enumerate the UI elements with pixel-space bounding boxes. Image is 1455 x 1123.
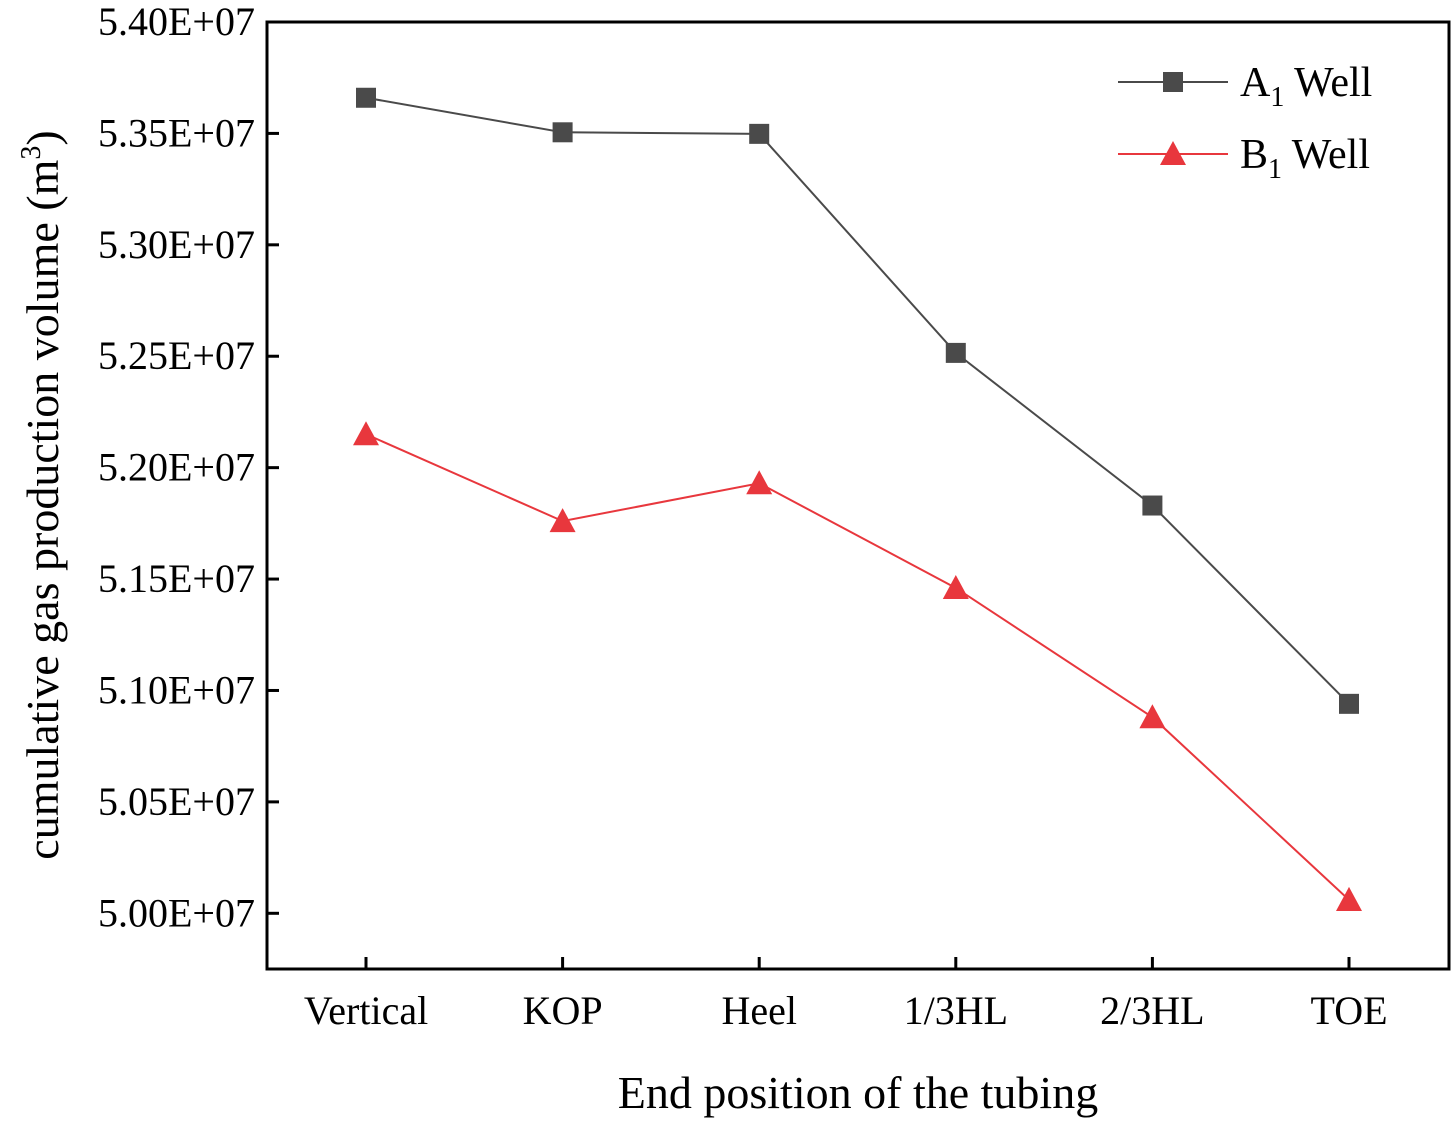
data-point — [356, 87, 376, 108]
y-tick-label: 5.05E+07 — [98, 779, 255, 824]
y-tick-label: 5.10E+07 — [98, 667, 255, 712]
y-axis-title-sup: 3 — [16, 146, 47, 160]
legend: A1 Well B1 Well — [1118, 60, 1372, 185]
y-axis-title-group: cumulative gas production volume (m3) — [16, 130, 68, 859]
series-2 — [353, 421, 1362, 911]
x-tick-label: 2/3HL — [1100, 988, 1204, 1033]
data-point — [746, 470, 773, 495]
series-layer — [353, 87, 1362, 911]
y-tick-label: 5.20E+07 — [98, 445, 255, 490]
y-tick-label: 5.40E+07 — [98, 0, 255, 44]
x-tick-label: KOP — [523, 988, 603, 1033]
data-point — [552, 122, 573, 143]
legend-marker — [1160, 141, 1186, 166]
y-tick-label: 5.25E+07 — [98, 333, 255, 378]
data-point — [1336, 886, 1362, 911]
y-tick-label: 5.00E+07 — [98, 890, 255, 935]
plot-frame — [265, 20, 1451, 971]
legend-label: A1 Well — [1240, 60, 1372, 113]
series-line — [365, 96, 1350, 705]
y-axis-title: cumulative gas production volume (m3) — [16, 130, 68, 859]
y-axis-title-main: cumulative gas production volume (m — [17, 159, 68, 859]
data-point — [942, 574, 969, 600]
data-point — [945, 342, 966, 363]
series-line — [365, 433, 1350, 901]
data-point — [1142, 495, 1163, 516]
x-axis: Vertical KOP Heel 1/3HL 2/3HL TOE — [304, 957, 1388, 1033]
legend-item: B1 Well — [1118, 132, 1370, 185]
data-point — [1139, 704, 1166, 729]
data-point — [1339, 693, 1359, 714]
legend-marker — [1163, 72, 1183, 92]
series-1 — [356, 87, 1359, 714]
legend-item: A1 Well — [1118, 60, 1372, 113]
data-point — [353, 421, 379, 446]
data-point — [749, 123, 770, 144]
x-tick-label: Vertical — [304, 988, 428, 1033]
legend-label: B1 Well — [1240, 132, 1370, 185]
y-tick-label: 5.35E+07 — [98, 110, 255, 155]
y-axis: 5.00E+07 5.05E+07 5.10E+07 5.15E+07 5.20E+07… — [98, 0, 279, 935]
y-axis-title-close: ) — [17, 130, 68, 145]
y-tick-label: 5.15E+07 — [98, 556, 255, 601]
x-tick-label: TOE — [1310, 988, 1387, 1033]
data-point — [549, 508, 576, 533]
x-tick-label: 1/3HL — [904, 988, 1008, 1033]
y-tick-label: 5.30E+07 — [98, 222, 255, 267]
x-tick-label: Heel — [721, 988, 797, 1033]
x-axis-title: End position of the tubing — [618, 1067, 1098, 1118]
